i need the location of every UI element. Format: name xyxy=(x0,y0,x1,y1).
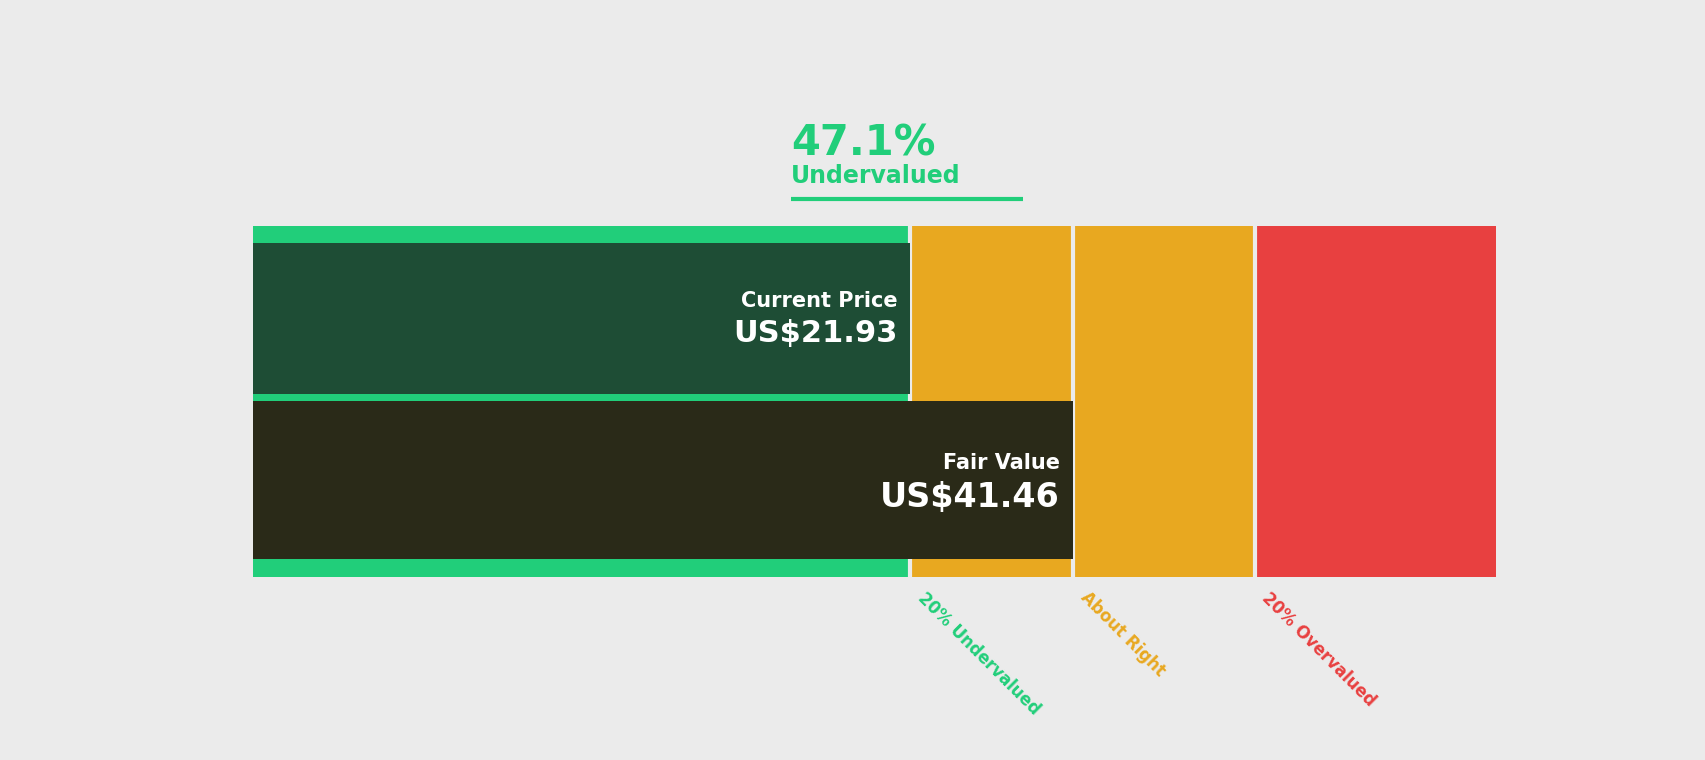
Text: US$41.46: US$41.46 xyxy=(880,481,1059,515)
Bar xyxy=(252,243,910,394)
Bar xyxy=(1072,226,1253,577)
Bar xyxy=(1253,226,1495,577)
Bar xyxy=(252,226,910,577)
Text: About Right: About Right xyxy=(1076,588,1168,680)
Text: Current Price: Current Price xyxy=(740,291,897,312)
Text: 47.1%: 47.1% xyxy=(791,123,936,165)
Text: 20% Overvalued: 20% Overvalued xyxy=(1258,588,1379,709)
Text: Undervalued: Undervalued xyxy=(791,164,960,188)
Bar xyxy=(252,401,1072,559)
Text: US$21.93: US$21.93 xyxy=(733,319,897,348)
Text: 20% Undervalued: 20% Undervalued xyxy=(914,588,1043,718)
Text: Fair Value: Fair Value xyxy=(943,453,1059,473)
Bar xyxy=(910,226,1072,577)
